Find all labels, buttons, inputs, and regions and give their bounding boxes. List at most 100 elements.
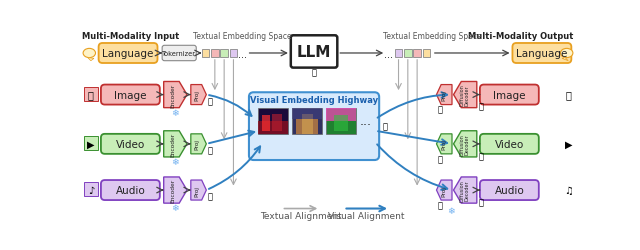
Bar: [395, 50, 403, 58]
Text: ...: ...: [238, 50, 247, 59]
Bar: [220, 50, 228, 58]
Text: Proj: Proj: [195, 185, 200, 196]
FancyBboxPatch shape: [480, 85, 539, 105]
Bar: [404, 50, 412, 58]
FancyBboxPatch shape: [101, 180, 160, 200]
Text: LLM: LLM: [297, 45, 332, 60]
Text: Textual Embedding Space: Textual Embedding Space: [193, 32, 292, 41]
Polygon shape: [88, 58, 94, 61]
Text: Visual Embedding Highway: Visual Embedding Highway: [250, 96, 378, 105]
Polygon shape: [454, 177, 477, 203]
FancyBboxPatch shape: [101, 85, 160, 105]
Text: ❄: ❄: [447, 206, 454, 216]
Bar: [326, 108, 356, 134]
Bar: [84, 136, 98, 150]
Bar: [259, 121, 288, 134]
Bar: [292, 108, 322, 134]
Bar: [326, 108, 356, 121]
FancyBboxPatch shape: [249, 93, 379, 160]
Polygon shape: [562, 58, 568, 61]
Text: ♪: ♪: [88, 185, 94, 195]
Text: Visual Alignment: Visual Alignment: [328, 211, 405, 220]
Text: Image: Image: [493, 90, 525, 100]
Text: 🔥: 🔥: [208, 97, 212, 106]
Text: Encoder: Encoder: [170, 178, 175, 202]
Text: Proj: Proj: [195, 90, 200, 101]
FancyBboxPatch shape: [99, 44, 157, 64]
Text: 🖼: 🖼: [88, 90, 94, 100]
Text: 🔥: 🔥: [438, 154, 443, 163]
Text: Image: Image: [114, 90, 147, 100]
Bar: [211, 50, 219, 58]
FancyBboxPatch shape: [480, 134, 539, 154]
Bar: [230, 50, 237, 58]
FancyBboxPatch shape: [291, 36, 337, 68]
Text: Encoder: Encoder: [170, 132, 175, 156]
Polygon shape: [191, 180, 206, 200]
Text: 🔥: 🔥: [438, 200, 443, 209]
Text: ...: ...: [359, 115, 371, 128]
Polygon shape: [191, 85, 206, 105]
Text: ❄: ❄: [172, 108, 179, 117]
Ellipse shape: [83, 49, 95, 58]
FancyBboxPatch shape: [480, 180, 539, 200]
Text: 🔥: 🔥: [478, 151, 483, 160]
Text: Proj: Proj: [442, 90, 447, 101]
Text: Diffusion
Decoder: Diffusion Decoder: [459, 84, 470, 106]
Bar: [272, 114, 282, 131]
Polygon shape: [436, 85, 452, 105]
Text: Encoder: Encoder: [170, 83, 175, 107]
Text: Textual Embedding Space: Textual Embedding Space: [383, 32, 482, 41]
Text: Proj: Proj: [442, 139, 447, 150]
Text: Proj: Proj: [195, 139, 200, 150]
Polygon shape: [164, 82, 187, 108]
Text: Multi-Modality Output: Multi-Modality Output: [468, 32, 573, 41]
Text: 🔥: 🔥: [478, 197, 483, 206]
Polygon shape: [191, 134, 206, 154]
Text: ♫: ♫: [564, 185, 573, 195]
Text: ▶: ▶: [564, 139, 572, 149]
FancyBboxPatch shape: [101, 134, 160, 154]
Text: Language: Language: [102, 49, 154, 59]
Text: 🖼: 🖼: [565, 90, 571, 100]
Text: 🔥: 🔥: [208, 192, 212, 201]
Ellipse shape: [561, 49, 573, 58]
FancyBboxPatch shape: [162, 46, 196, 62]
Text: Video: Video: [116, 139, 145, 149]
Text: Diffusion
Decoder: Diffusion Decoder: [459, 134, 470, 155]
Text: Tokernizer: Tokernizer: [162, 51, 196, 57]
Text: Video: Video: [495, 139, 524, 149]
Bar: [413, 50, 421, 58]
Text: Audio: Audio: [115, 185, 145, 195]
Bar: [296, 120, 318, 134]
Polygon shape: [454, 82, 477, 108]
Polygon shape: [436, 134, 452, 154]
Text: Language: Language: [516, 49, 568, 59]
FancyBboxPatch shape: [513, 44, 572, 64]
Bar: [262, 116, 270, 131]
Bar: [334, 116, 348, 131]
Bar: [422, 50, 430, 58]
Bar: [84, 182, 98, 196]
Polygon shape: [164, 131, 187, 157]
Text: Textual Alignment: Textual Alignment: [260, 211, 342, 220]
Text: 🔥: 🔥: [312, 68, 317, 78]
Polygon shape: [436, 180, 452, 200]
Bar: [292, 108, 322, 120]
Bar: [84, 88, 98, 101]
Text: 🔥: 🔥: [478, 102, 483, 111]
Text: 🔥: 🔥: [208, 146, 212, 155]
Text: Proj: Proj: [442, 185, 447, 196]
Text: Diffusion
Decoder: Diffusion Decoder: [459, 180, 470, 201]
Text: 🔥: 🔥: [438, 105, 443, 114]
Polygon shape: [454, 131, 477, 157]
Bar: [301, 114, 312, 134]
Polygon shape: [164, 177, 187, 203]
Bar: [259, 108, 288, 134]
Text: ▶: ▶: [87, 139, 95, 149]
Text: Multi-Modality Input: Multi-Modality Input: [83, 32, 180, 41]
Text: ❄: ❄: [172, 158, 179, 166]
Text: ❄: ❄: [172, 204, 179, 212]
Text: ...: ...: [384, 50, 393, 59]
Text: 🔥: 🔥: [383, 122, 388, 131]
